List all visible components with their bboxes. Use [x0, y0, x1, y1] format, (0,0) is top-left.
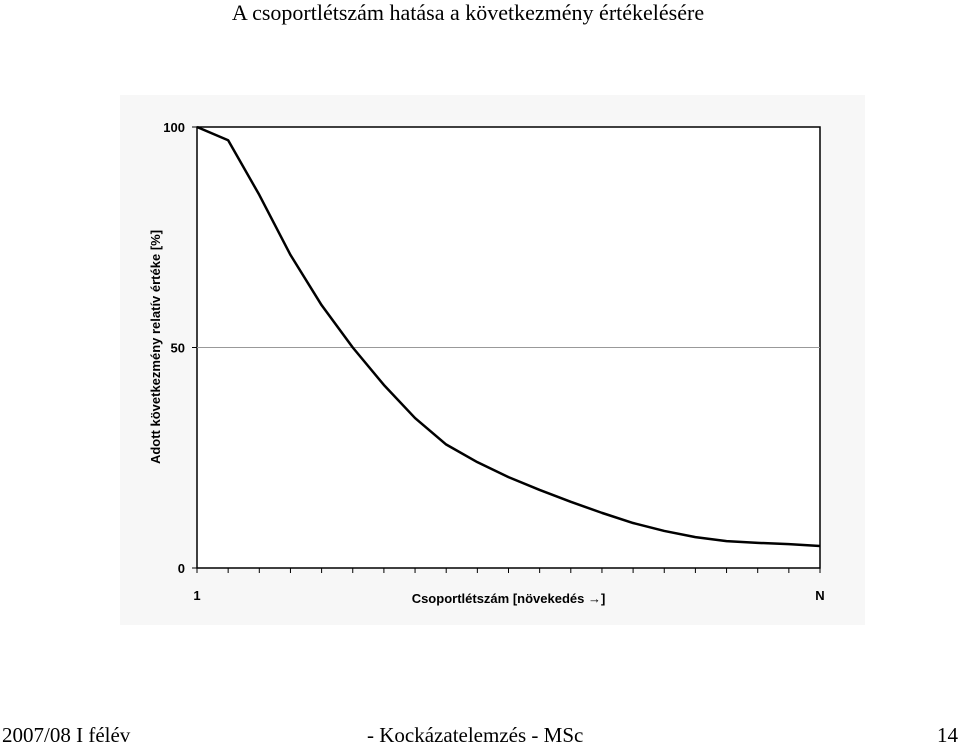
y-tick-label: 100 — [163, 120, 185, 135]
x-tick-label: 1 — [193, 588, 200, 603]
footer-left: 2007/08 I félév — [2, 723, 131, 745]
y-tick-label: 0 — [178, 561, 185, 576]
data-line — [196, 125, 821, 548]
footer-center: - Kockázatelemzés - MSc — [367, 723, 583, 745]
y-axis-label: Adott következmény relatív értéke [%] — [148, 230, 163, 464]
x-tick-label: N — [815, 588, 824, 603]
x-axis-label: Csoportlétszám [növekedés →] — [412, 591, 606, 606]
y-tick-label: 50 — [171, 341, 185, 356]
footer-right: 14 — [937, 723, 959, 745]
slide-title: A csoportlétszám hatása a következmény é… — [232, 0, 704, 25]
